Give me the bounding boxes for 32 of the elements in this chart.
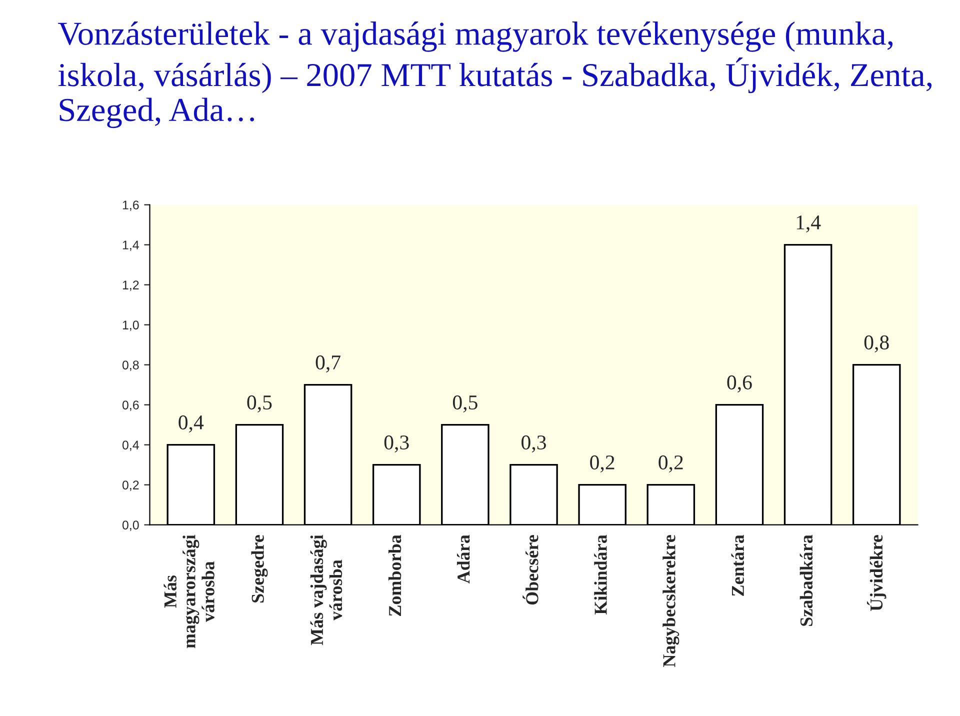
data-label: 0,3 bbox=[384, 435, 409, 452]
y-tick-label: 0,2 bbox=[122, 480, 139, 491]
x-tick-label: Kikindára bbox=[594, 534, 607, 615]
data-label: 0,5 bbox=[247, 395, 272, 412]
y-tick-label: 1,0 bbox=[122, 320, 139, 331]
y-tick-label: 1,2 bbox=[122, 280, 139, 291]
y-tick-label: 1,4 bbox=[122, 240, 139, 251]
y-tick-label: 0,8 bbox=[122, 360, 139, 371]
x-tick-label: Adára bbox=[456, 534, 470, 584]
data-label: 0,7 bbox=[316, 355, 340, 372]
x-tick-label: Nagybecskerekre bbox=[662, 535, 680, 667]
data-label: 0,4 bbox=[178, 415, 204, 432]
data-label: 0,6 bbox=[727, 375, 752, 392]
chart-title: Vonzásterületek - a vajdasági magyarok tevékenysége (munka, iskola, vásárlás) – 2007 MTT kutatás - Szabadka, Újvidék, Zenta, Szeged, Ada… bbox=[58, 21, 932, 128]
x-tick-label: Óbecsére bbox=[522, 535, 538, 605]
data-label: 0,3 bbox=[522, 435, 546, 452]
x-tick-label: Zentára bbox=[731, 534, 744, 596]
y-tick-label: 0,6 bbox=[122, 400, 139, 411]
data-label: 0,2 bbox=[658, 455, 683, 472]
x-tick-label: Más magyarországi városba bbox=[164, 534, 214, 648]
y-tick-label: 0,4 bbox=[122, 440, 139, 451]
data-label: 0,5 bbox=[452, 395, 478, 412]
x-tick-label: Szabadkára bbox=[800, 534, 813, 626]
y-tick-label: 0,0 bbox=[122, 520, 139, 531]
x-tick-label: Zomborba bbox=[388, 534, 402, 616]
data-label: 0,2 bbox=[590, 455, 614, 472]
data-label: 0,8 bbox=[864, 335, 889, 352]
data-label: 1,4 bbox=[796, 215, 821, 232]
y-tick-label: 1,6 bbox=[122, 200, 139, 211]
x-tick-label: Újvidékre bbox=[866, 535, 886, 612]
x-tick-label: Szegedre bbox=[251, 535, 268, 602]
x-tick-label: Más vajdasági városba bbox=[310, 534, 342, 646]
